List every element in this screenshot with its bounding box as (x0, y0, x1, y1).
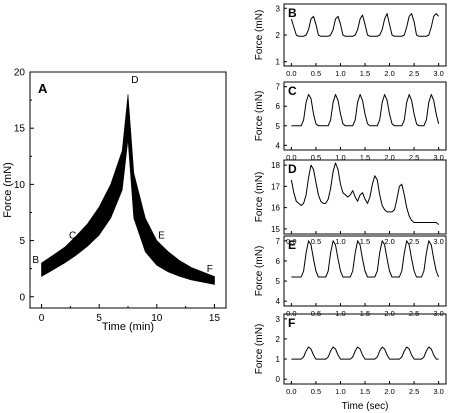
y-tick-label: 2 (276, 31, 281, 40)
y-tick-label: 16 (271, 204, 280, 213)
panel-frame (283, 313, 447, 385)
x-tick-label: 1.5 (360, 69, 370, 78)
x-tick-label: 1.0 (335, 237, 345, 246)
x-tick-label: 2.5 (409, 237, 419, 246)
x-tick-label: 2.0 (384, 69, 394, 78)
x-tick-label: 0.5 (311, 237, 321, 246)
x-tick-label: 0.5 (311, 153, 321, 162)
x-tick-label: 1.0 (335, 153, 345, 162)
y-tick-label: 17 (271, 182, 280, 191)
panel-label: F (288, 316, 295, 330)
point-annotation: F (207, 264, 213, 275)
force-trace-line (291, 346, 439, 360)
x-axis-title-sec: Time (sec) (342, 401, 389, 412)
x-tick-label: 2.0 (384, 237, 394, 246)
panel-b: 1 2 3 0.0 0.5 1.0 1.5 2.0 2.5 3.0 B Force (mN) (254, 3, 447, 78)
y-tick-label: 0 (276, 375, 281, 384)
point-annotation: C (69, 230, 76, 241)
y-tick-label: 10 (14, 180, 26, 191)
x-axis-title: Time (min) (102, 321, 154, 333)
x-tick-label: 0.0 (286, 153, 296, 162)
x-tick-label: 3.0 (433, 153, 443, 162)
y-tick-label: 7 (276, 237, 281, 246)
y-axis-title: Force (mN) (254, 246, 265, 297)
y-tick-label: 5 (276, 122, 281, 131)
force-envelope-band (41, 94, 215, 285)
panel-frame (283, 3, 447, 67)
y-tick-label: 0 (19, 292, 25, 303)
panel-c: 4 5 6 7 0.0 0.5 1.0 1.5 2.0 2.5 3.0 C Force (mN) (254, 81, 447, 162)
y-tick-label: 6 (276, 257, 281, 266)
panel-f: 0 1 2 3 0.0 0.5 1.0 1.5 2.0 2.5 3.0 F Force (mN) (254, 313, 447, 396)
x-tick-label: 3.0 (433, 387, 443, 396)
x-tick-label: 5 (96, 313, 102, 324)
x-tick-label: 2.5 (409, 69, 419, 78)
y-tick-label: 4 (276, 141, 281, 150)
x-tick-label: 0.0 (286, 237, 296, 246)
force-trace-line (290, 162, 439, 225)
y-axis-title: Force (mN) (254, 91, 265, 142)
y-tick-label: 4 (276, 297, 281, 306)
x-tick-label: 2.5 (409, 387, 419, 396)
x-tick-label: 3.0 (433, 237, 443, 246)
point-annotation: B (32, 255, 39, 266)
x-tick-label: 0.0 (286, 69, 296, 78)
x-tick-label: 2.0 (384, 387, 394, 396)
panel-label: E (288, 238, 296, 252)
y-axis-title: Force (mN) (2, 162, 14, 218)
y-tick-label: 18 (271, 161, 280, 170)
x-tick-label: 15 (209, 313, 221, 324)
y-tick-label: 1 (276, 58, 281, 67)
x-tick-label: 0 (39, 313, 45, 324)
x-tick-label: 0.5 (311, 387, 321, 396)
panel-label: B (288, 6, 297, 20)
y-axis-title: Force (mN) (254, 172, 265, 223)
x-tick-label: 10 (151, 313, 163, 324)
panel-label: C (288, 84, 297, 98)
x-tick-label: 1.0 (335, 387, 345, 396)
x-tick-label: 3.0 (433, 69, 443, 78)
y-tick-label: 5 (276, 277, 281, 286)
panel-e: 4 5 6 7 0.0 0.5 1.0 1.5 2.0 2.5 3.0 E Force (mN) (254, 235, 447, 318)
y-tick-label: 15 (14, 124, 26, 135)
y-axis-title: Force (mN) (254, 10, 265, 61)
x-tick-label: 1.0 (335, 69, 345, 78)
force-trace-line (291, 94, 440, 127)
x-tick-label: 1.5 (360, 237, 370, 246)
y-tick-label: 3 (276, 315, 281, 324)
x-tick-label: 0.0 (286, 387, 296, 396)
y-tick-label: 3 (276, 4, 281, 13)
x-tick-label: 0.5 (311, 69, 321, 78)
panel-label: D (288, 162, 297, 176)
y-tick-label: 1 (276, 355, 281, 364)
y-tick-label: 6 (276, 102, 281, 111)
y-tick-label: 2 (276, 335, 281, 344)
y-axis-title: Force (mN) (254, 324, 265, 375)
y-tick-label: 20 (14, 68, 26, 79)
x-tick-label: 2.5 (409, 153, 419, 162)
x-tick-label: 2.0 (384, 153, 394, 162)
x-tick-label: 1.5 (360, 387, 370, 396)
y-tick-label: 5 (19, 236, 25, 247)
point-annotation: D (131, 75, 138, 86)
y-tick-label: 15 (271, 225, 280, 234)
force-trace-line (290, 13, 439, 37)
point-annotation: E (158, 230, 165, 241)
y-tick-label: 7 (276, 83, 281, 92)
panel-label: A (38, 81, 48, 96)
panel-a: 0 5 10 15 0 5 10 15 20 A Time (min) Force (mN) B C D E F (2, 68, 227, 333)
panel-d: 15 16 17 18 0.0 0.5 1.0 1.5 2.0 2.5 3.0 D Force (mN) (254, 159, 447, 246)
force-trace-line (291, 240, 440, 278)
x-tick-label: 1.5 (360, 153, 370, 162)
